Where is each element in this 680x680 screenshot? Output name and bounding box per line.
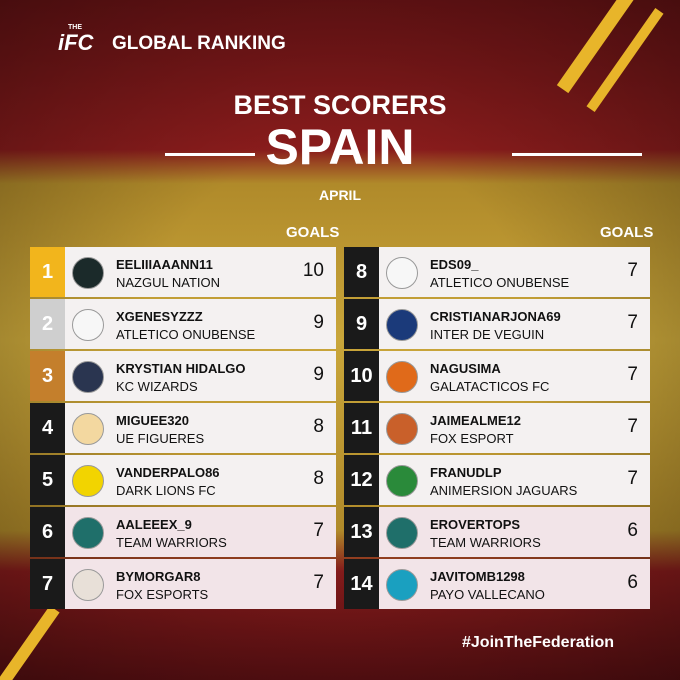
ranking-row: 8 EDS09_ ATLETICO ONUBENSE 7: [344, 247, 650, 297]
player-name: KRYSTIAN HIDALGO: [116, 361, 246, 376]
team-name: KC WIZARDS: [116, 379, 198, 394]
team-logo: [72, 309, 104, 341]
player-name: JAIMEALME12: [430, 413, 522, 428]
ranking-row: 12 FRANUDLP ANIMERSION JAGUARS 7: [344, 455, 650, 505]
rule: [165, 153, 255, 156]
team-logo: [72, 413, 104, 445]
ranking-row: 5 VANDERPALO86 DARK LIONS FC 8: [30, 455, 336, 505]
team-logo: [72, 569, 104, 601]
goals: 8: [313, 416, 324, 437]
goals: 7: [313, 520, 324, 541]
team-name: TEAM WARRIORS: [430, 535, 541, 550]
team-logo: [386, 309, 418, 341]
player-name: BYMORGAR8: [116, 569, 201, 584]
team-name: GALATACTICOS FC: [430, 379, 550, 394]
goals: 8: [313, 468, 324, 489]
goals: 7: [627, 312, 638, 333]
team-name: FOX ESPORTS: [116, 587, 209, 602]
player-name: EDS09_: [430, 257, 479, 272]
team-logo: [72, 257, 104, 289]
team-name: TEAM WARRIORS: [116, 535, 227, 550]
ranking-row: 3 KRYSTIAN HIDALGO KC WIZARDS 9: [30, 351, 336, 401]
goals: 7: [627, 260, 638, 281]
rank: 4: [30, 403, 65, 453]
goals: 6: [627, 520, 638, 541]
player-name: XGENESYZZZ: [116, 309, 203, 324]
ranking-row: 2 XGENESYZZZ ATLETICO ONUBENSE 9: [30, 299, 336, 349]
rank: 9: [344, 299, 379, 349]
rank: 12: [344, 455, 379, 505]
period: APRIL: [319, 187, 361, 203]
rank: 5: [30, 455, 65, 505]
team-name: ATLETICO ONUBENSE: [116, 327, 256, 342]
player-name: CRISTIANARJONA69: [430, 309, 561, 324]
goals: 7: [313, 572, 324, 593]
rule: [512, 153, 642, 156]
goals: 7: [627, 468, 638, 489]
goals: 7: [627, 416, 638, 437]
rank: 13: [344, 507, 379, 557]
goals: 7: [627, 364, 638, 385]
rank: 14: [344, 559, 379, 609]
team-logo: [386, 569, 418, 601]
team-logo: [386, 465, 418, 497]
player-name: FRANUDLP: [430, 465, 502, 480]
player-name: AALEEEX_9: [116, 517, 192, 532]
team-logo: [386, 517, 418, 549]
ranking-row: 1 EELIIIAAANN11 NAZGUL NATION 10: [30, 247, 336, 297]
goals: 10: [302, 260, 324, 281]
player-name: NAGUSIMA: [430, 361, 501, 376]
country: SPAIN: [265, 119, 415, 175]
ranking-row: 14 JAVITOMB1298 PAYO VALLECANO 6: [344, 559, 650, 609]
logo: iFC: [58, 30, 94, 55]
ranking-row: 13 EROVERTOPS TEAM WARRIORS 6: [344, 507, 650, 557]
team-logo: [72, 517, 104, 549]
goals: 9: [313, 312, 324, 333]
player-name: VANDERPALO86: [116, 465, 220, 480]
team-name: UE FIGUERES: [116, 431, 205, 446]
goals: 6: [627, 572, 638, 593]
team-logo: [386, 413, 418, 445]
team-name: PAYO VALLECANO: [430, 587, 545, 602]
rank: 7: [30, 559, 65, 609]
goals: 9: [313, 364, 324, 385]
team-logo: [386, 257, 418, 289]
team-name: FOX ESPORT: [430, 431, 514, 446]
team-logo: [72, 361, 104, 393]
ranking-row: 7 BYMORGAR8 FOX ESPORTS 7: [30, 559, 336, 609]
team-name: INTER DE VEGUIN: [430, 327, 545, 342]
player-name: MIGUEE320: [116, 413, 189, 428]
player-name: EROVERTOPS: [430, 517, 521, 532]
goals-header: GOALS: [286, 224, 340, 241]
ranking-row: 9 CRISTIANARJONA69 INTER DE VEGUIN 7: [344, 299, 650, 349]
ranking-row: 4 MIGUEE320 UE FIGUERES 8: [30, 403, 336, 453]
ranking-row: 11 JAIMEALME12 FOX ESPORT 7: [344, 403, 650, 453]
rank: 1: [30, 247, 65, 297]
logo-small: THE: [68, 24, 82, 31]
player-name: JAVITOMB1298: [430, 569, 525, 584]
team-logo: [72, 465, 104, 497]
rank: 8: [344, 247, 379, 297]
rank: 11: [344, 403, 379, 453]
brand: GLOBAL RANKING: [112, 33, 286, 54]
rank: 2: [30, 299, 65, 349]
ranking-row: 6 AALEEEX_9 TEAM WARRIORS 7: [30, 507, 336, 557]
team-name: ATLETICO ONUBENSE: [430, 275, 570, 290]
team-logo: [386, 361, 418, 393]
team-name: ANIMERSION JAGUARS: [430, 483, 578, 498]
rank: 6: [30, 507, 65, 557]
team-name: DARK LIONS FC: [116, 483, 216, 498]
team-name: NAZGUL NATION: [116, 275, 221, 290]
ranking-row: 10 NAGUSIMA GALATACTICOS FC 7: [344, 351, 650, 401]
player-name: EELIIIAAANN11: [116, 257, 213, 272]
rank: 10: [344, 351, 379, 401]
hashtag: #JoinTheFederation: [462, 634, 615, 651]
rank: 3: [30, 351, 65, 401]
goals-header: GOALS: [600, 224, 654, 241]
title: BEST SCORERS: [233, 90, 447, 120]
